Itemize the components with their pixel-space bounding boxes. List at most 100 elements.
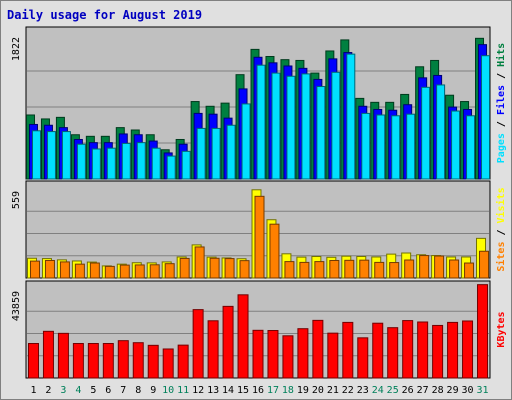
bar-pages-day-26 — [406, 113, 416, 180]
x-tick-label-day-14: 14 — [222, 385, 234, 396]
bar-sites-day-28 — [434, 255, 445, 279]
bar-pages-day-21 — [331, 71, 341, 180]
bar-sites-day-11 — [179, 257, 190, 279]
bar-kbytes-day-18 — [282, 335, 294, 379]
bar-pages-day-12 — [196, 127, 206, 180]
x-tick-label-day-12: 12 — [192, 385, 204, 396]
bar-sites-day-23 — [359, 259, 370, 279]
bar-kbytes-day-2 — [42, 330, 54, 379]
x-tick-label-day-10: 10 — [162, 385, 174, 396]
bar-sites-day-30 — [464, 262, 475, 279]
x-tick-label-day-30: 30 — [462, 385, 474, 396]
bar-pages-day-16 — [256, 64, 266, 180]
series-label-part: Pages — [496, 133, 507, 163]
bar-kbytes-day-14 — [222, 305, 234, 379]
bar-pages-day-20 — [316, 86, 326, 180]
bar-sites-day-26 — [404, 259, 415, 279]
bar-pages-day-22 — [346, 53, 356, 180]
bar-pages-day-31 — [481, 55, 491, 180]
bar-kbytes-day-31 — [477, 284, 489, 379]
bar-kbytes-day-21 — [327, 332, 339, 379]
x-tick-label-day-2: 2 — [45, 385, 51, 396]
x-tick-label-day-11: 11 — [177, 385, 189, 396]
bar-sites-day-31 — [479, 250, 490, 279]
bar-pages-day-11 — [181, 150, 191, 180]
series-label-part: Visits — [495, 187, 507, 223]
y-max-label: 1822 — [11, 37, 22, 61]
bar-kbytes-day-24 — [372, 322, 384, 379]
bar-sites-day-5 — [89, 262, 100, 279]
bar-sites-day-17 — [269, 223, 280, 279]
bar-kbytes-day-16 — [252, 329, 264, 379]
bar-pages-day-19 — [301, 73, 311, 180]
bar-kbytes-day-15 — [237, 294, 249, 379]
x-tick-label-day-23: 23 — [357, 385, 369, 396]
bar-sites-day-21 — [329, 259, 340, 279]
bar-kbytes-day-11 — [177, 344, 189, 379]
x-tick-label-day-22: 22 — [342, 385, 354, 396]
bar-kbytes-day-1 — [27, 343, 39, 379]
x-tick-label-day-16: 16 — [252, 385, 264, 396]
bar-kbytes-day-8 — [132, 342, 144, 379]
x-tick-label-day-24: 24 — [372, 385, 384, 396]
x-tick-label-day-4: 4 — [75, 385, 81, 396]
series-label: Pages / Files / Hits — [495, 43, 507, 163]
bar-pages-day-7 — [121, 142, 131, 180]
bar-pages-day-2 — [46, 131, 56, 180]
bar-kbytes-day-23 — [357, 337, 369, 379]
series-label-part: / — [496, 67, 507, 85]
series-label-part: Files — [495, 85, 507, 115]
bar-sites-day-14 — [224, 258, 235, 279]
x-tick-label-day-29: 29 — [447, 385, 459, 396]
bar-pages-day-3 — [61, 131, 71, 180]
bar-sites-day-22 — [344, 259, 355, 279]
x-tick-label-day-15: 15 — [237, 385, 249, 396]
bar-pages-day-13 — [211, 127, 221, 180]
series-label-part: Hits — [495, 43, 507, 67]
bar-kbytes-day-26 — [402, 320, 414, 379]
bar-kbytes-day-29 — [447, 321, 459, 379]
bar-sites-day-7 — [119, 264, 130, 279]
x-tick-label-day-9: 9 — [150, 385, 156, 396]
bar-kbytes-day-5 — [87, 343, 99, 379]
bar-pages-day-5 — [91, 148, 101, 180]
panel-sites-visits: 559 Sites / Visits — [11, 180, 507, 279]
bar-sites-day-15 — [239, 260, 250, 279]
x-tick-label-day-27: 27 — [417, 385, 429, 396]
bar-kbytes-day-3 — [57, 332, 69, 379]
bar-pages-day-14 — [226, 124, 236, 180]
bar-pages-day-23 — [361, 112, 371, 180]
chart-title: Daily usage for August 2019 — [7, 8, 202, 22]
x-tick-label-day-7: 7 — [120, 385, 126, 396]
x-tick-label-day-28: 28 — [432, 385, 444, 396]
bar-sites-day-8 — [134, 264, 145, 279]
series-label: KBytes — [496, 311, 507, 347]
bar-sites-day-4 — [74, 263, 85, 279]
bar-sites-day-24 — [374, 261, 385, 279]
bar-pages-day-29 — [451, 110, 461, 180]
bar-sites-day-6 — [104, 265, 115, 279]
bar-sites-day-18 — [284, 261, 295, 279]
x-tick-label-day-26: 26 — [402, 385, 414, 396]
bar-sites-day-13 — [209, 257, 220, 279]
bar-kbytes-day-17 — [267, 330, 279, 379]
bar-kbytes-day-6 — [102, 343, 114, 379]
series-label-part: Sites — [495, 242, 507, 272]
x-tick-label-day-3: 3 — [60, 385, 66, 396]
bar-sites-day-9 — [149, 264, 160, 279]
bar-pages-day-17 — [271, 72, 281, 180]
bar-kbytes-day-13 — [207, 320, 219, 379]
bar-pages-day-8 — [136, 142, 146, 180]
bar-kbytes-day-22 — [342, 321, 354, 379]
series-label: Sites / Visits — [495, 187, 507, 271]
x-tick-label-day-18: 18 — [282, 385, 294, 396]
x-tick-label-day-1: 1 — [30, 385, 36, 396]
x-tick-label-day-25: 25 — [387, 385, 399, 396]
bar-sites-day-3 — [59, 261, 70, 279]
panel-hits-files-pages: 1822 Pages / Files / Hits — [11, 26, 507, 180]
bar-pages-day-1 — [31, 130, 41, 180]
bar-pages-day-27 — [421, 86, 431, 180]
bar-pages-day-18 — [286, 75, 296, 180]
